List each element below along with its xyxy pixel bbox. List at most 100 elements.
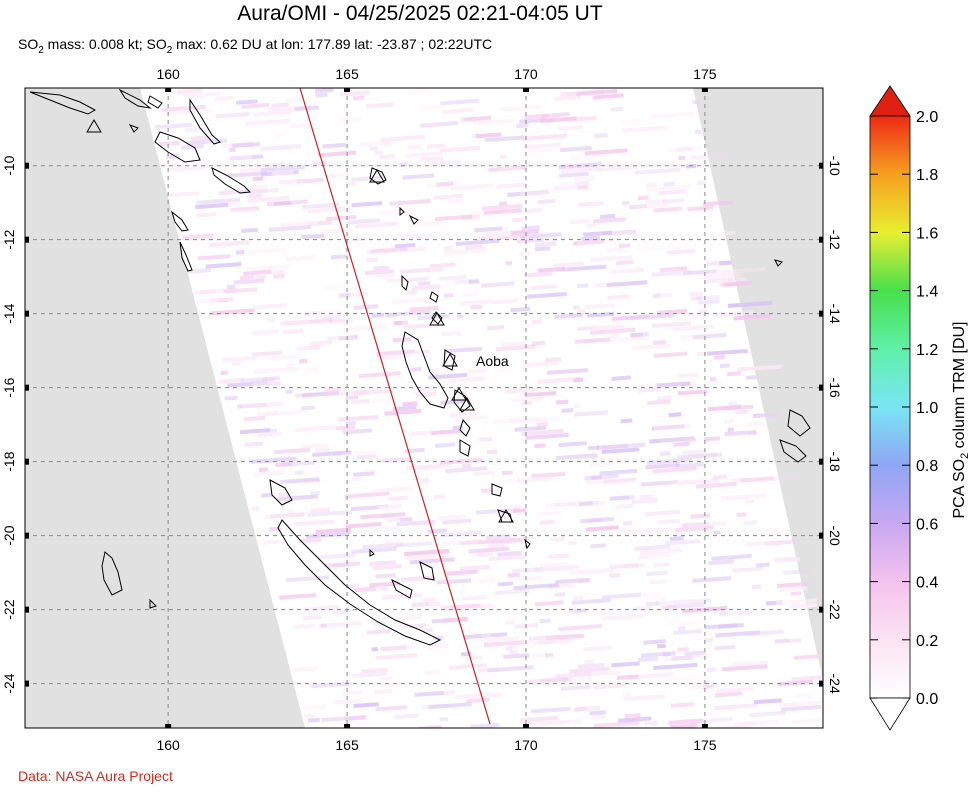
swath-pixel — [702, 684, 714, 690]
swath-pixel — [235, 99, 258, 105]
swath-pixel — [677, 389, 708, 396]
swath-pixel — [521, 401, 533, 406]
swath-pixel — [410, 367, 422, 372]
swath-pixel — [366, 247, 396, 254]
swath-pixel — [570, 153, 615, 161]
swath-pixel — [512, 566, 544, 574]
swath-pixel — [509, 649, 519, 655]
swath-pixel — [634, 605, 653, 611]
swath-pixel — [554, 313, 584, 320]
swath-pixel — [667, 145, 703, 153]
lon-tick-label: 170 — [514, 66, 538, 82]
swath-pixel — [723, 280, 753, 287]
swath-pixel — [345, 583, 360, 589]
swath-pixel — [642, 592, 660, 598]
swath-pixel — [294, 470, 304, 475]
swath-pixel — [404, 447, 425, 454]
swath-pixel — [641, 480, 678, 487]
swath-pixel — [562, 264, 607, 272]
swath-pixel — [775, 598, 818, 606]
swath-pixel — [577, 325, 601, 331]
swath-pixel — [371, 312, 385, 318]
swath-pixel — [729, 303, 739, 308]
swath-pixel — [387, 516, 413, 523]
frame-tick — [165, 724, 172, 728]
swath-pixel — [521, 133, 568, 141]
swath-pixel — [338, 116, 362, 123]
swath-pixel — [285, 97, 302, 103]
swath-pixel — [565, 608, 576, 614]
swath-pixel — [352, 95, 365, 101]
swath-pixel — [591, 714, 606, 720]
swath-pixel — [455, 238, 500, 246]
swath-pixel — [445, 466, 488, 474]
swath-pixel — [406, 290, 418, 295]
frame-tick — [25, 532, 29, 539]
swath-pixel — [618, 716, 652, 723]
swath-pixel — [778, 586, 808, 593]
swath-pixel — [703, 436, 721, 442]
swath-pixel — [635, 382, 661, 389]
swath-pixel — [594, 282, 607, 288]
swath-pixel — [585, 706, 601, 712]
swath-pixel — [239, 187, 279, 195]
no-data-region-left — [25, 88, 305, 728]
swath-pixel — [558, 125, 583, 131]
swath-pixel — [344, 181, 356, 187]
swath-pixel — [433, 494, 445, 500]
swath-pixel — [530, 706, 571, 714]
swath-pixel — [376, 208, 412, 215]
swath-pixel — [352, 671, 387, 679]
swath-pixel — [571, 598, 611, 605]
swath-pixel — [266, 381, 281, 387]
swath-pixel — [577, 185, 589, 190]
frame-tick — [25, 606, 29, 613]
swath-pixel — [739, 719, 780, 727]
swath-pixel — [749, 710, 786, 718]
swath-pixel — [573, 239, 605, 246]
swath-pixel — [732, 566, 763, 573]
swath-pixel — [585, 525, 619, 532]
swath-pixel — [430, 428, 462, 436]
swath-pixel — [468, 279, 480, 284]
swath-pixel — [525, 416, 560, 423]
swath-pixel — [599, 468, 637, 476]
swath-pixel — [561, 407, 574, 413]
swath-pixel — [344, 715, 367, 722]
swath-pixel — [374, 234, 404, 241]
swath-pixel — [436, 181, 454, 187]
swath-pixel — [373, 486, 415, 494]
swath-pixel — [406, 553, 450, 561]
swath-pixel — [372, 564, 402, 571]
swath-pixel — [589, 710, 606, 716]
frame-tick — [701, 88, 708, 92]
swath-pixel — [502, 476, 541, 484]
swath-pixel — [181, 233, 214, 240]
swath-pixel — [438, 514, 466, 521]
swath-pixel — [451, 108, 463, 114]
colorbar-tick-label: 2.0 — [916, 109, 938, 126]
swath-pixel — [480, 488, 493, 494]
swath-pixel — [379, 676, 393, 682]
swath-pixel — [288, 509, 295, 514]
swath-pixel — [351, 175, 385, 182]
swath-pixel — [366, 628, 391, 635]
swath-pixel — [422, 597, 435, 603]
swath-pixel — [246, 264, 290, 272]
swath-pixel — [646, 184, 691, 192]
swath-pixel — [663, 181, 676, 187]
swath-pixel — [303, 605, 340, 612]
swath-pixel — [244, 441, 264, 447]
swath-pixel — [322, 142, 346, 149]
swath-pixel — [384, 538, 405, 545]
lat-tick-label: -24 — [827, 673, 843, 693]
swath-pixel — [491, 537, 523, 544]
swath-pixel — [350, 236, 362, 242]
swath-pixel — [369, 581, 401, 588]
swath-pixel — [217, 377, 245, 384]
swath-pixel — [653, 206, 683, 213]
swath-pixel — [513, 582, 559, 591]
swath-pixel — [630, 313, 674, 321]
swath-pixel — [755, 562, 770, 568]
swath-pixel — [409, 305, 439, 312]
